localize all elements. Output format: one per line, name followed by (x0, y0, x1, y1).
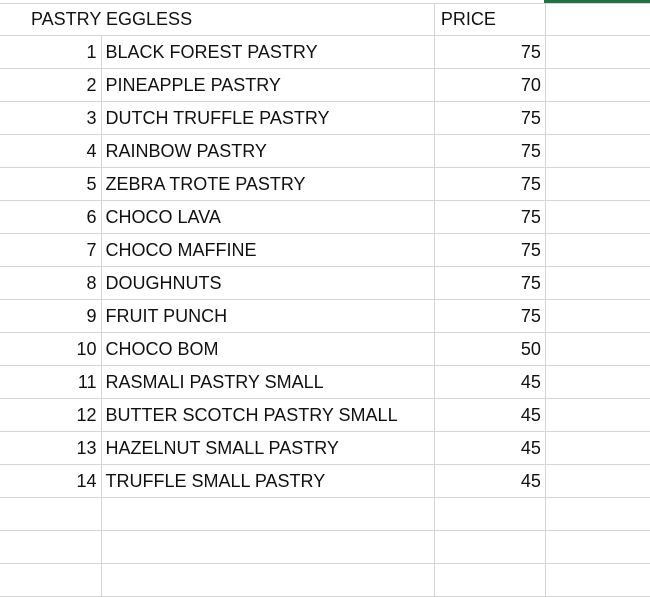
row-number-cell[interactable]: 13 (0, 431, 102, 465)
empty-cell[interactable] (434, 497, 546, 531)
table-row: 4 RAINBOW PASTRY 75 (0, 134, 650, 168)
empty-cell[interactable] (545, 35, 650, 69)
item-name-cell[interactable]: FRUIT PUNCH (101, 299, 435, 333)
row-number-cell[interactable]: 3 (0, 101, 102, 135)
price-cell[interactable]: 75 (434, 233, 546, 267)
empty-cell[interactable] (545, 3, 650, 36)
table-row: 7 CHOCO MAFFINE 75 (0, 233, 650, 267)
price-cell[interactable]: 75 (434, 134, 546, 168)
empty-cell[interactable] (545, 398, 650, 432)
empty-cell[interactable] (0, 563, 102, 597)
price-cell[interactable]: 75 (434, 101, 546, 135)
row-number-cell[interactable]: 5 (0, 167, 102, 201)
empty-cell[interactable] (545, 431, 650, 465)
row-number-cell[interactable]: 10 (0, 332, 102, 366)
empty-cell[interactable] (545, 563, 650, 597)
row-number-cell[interactable]: 8 (0, 266, 102, 300)
item-name-cell[interactable]: RAINBOW PASTRY (101, 134, 435, 168)
row-number-cell[interactable]: 9 (0, 299, 102, 333)
row-number-cell[interactable]: 4 (0, 134, 102, 168)
row-number-cell[interactable]: 12 (0, 398, 102, 432)
price-cell[interactable]: 75 (434, 299, 546, 333)
price-cell[interactable]: 45 (434, 398, 546, 432)
empty-cell[interactable] (0, 530, 102, 564)
empty-cell[interactable] (101, 497, 435, 531)
table-row: 14 TRUFFLE SMALL PASTRY 45 (0, 464, 650, 498)
table-row: 11 RASMALI PASTRY SMALL 45 (0, 365, 650, 399)
empty-row (0, 563, 650, 597)
empty-cell[interactable] (545, 464, 650, 498)
empty-cell[interactable] (545, 365, 650, 399)
table-row: 5 ZEBRA TROTE PASTRY 75 (0, 167, 650, 201)
empty-cell[interactable] (545, 134, 650, 168)
price-cell[interactable]: 45 (434, 464, 546, 498)
item-name-cell[interactable]: BUTTER SCOTCH PASTRY SMALL (101, 398, 435, 432)
table-row: 9 FRUIT PUNCH 75 (0, 299, 650, 333)
empty-cell[interactable] (545, 332, 650, 366)
empty-cell[interactable] (101, 530, 435, 564)
item-name-cell[interactable]: CHOCO MAFFINE (101, 233, 435, 267)
empty-cell[interactable] (545, 200, 650, 234)
table-row: 1 BLACK FOREST PASTRY 75 (0, 35, 650, 69)
table-row: 10 CHOCO BOM 50 (0, 332, 650, 366)
empty-cell[interactable] (545, 101, 650, 135)
empty-cell[interactable] (545, 167, 650, 201)
row-number-cell[interactable]: 2 (0, 68, 102, 102)
price-cell[interactable]: 45 (434, 431, 546, 465)
header-title-cell[interactable]: PASTRY EGGLESS (0, 3, 435, 36)
row-number-cell[interactable]: 7 (0, 233, 102, 267)
empty-cell[interactable] (545, 68, 650, 102)
price-cell[interactable]: 75 (434, 35, 546, 69)
table-row: 12 BUTTER SCOTCH PASTRY SMALL 45 (0, 398, 650, 432)
table-row: 8 DOUGHNUTS 75 (0, 266, 650, 300)
pastry-price-table: PASTRY EGGLESS PRICE 1 BLACK FOREST PASTR… (0, 3, 650, 597)
item-name-cell[interactable]: CHOCO BOM (101, 332, 435, 366)
empty-row (0, 497, 650, 531)
item-name-cell[interactable]: HAZELNUT SMALL PASTRY (101, 431, 435, 465)
header-price-cell[interactable]: PRICE (434, 3, 546, 36)
table-row: 2 PINEAPPLE PASTRY 70 (0, 68, 650, 102)
header-row: PASTRY EGGLESS PRICE (0, 3, 650, 36)
price-cell[interactable]: 70 (434, 68, 546, 102)
item-name-cell[interactable]: DUTCH TRUFFLE PASTRY (101, 101, 435, 135)
empty-cell[interactable] (545, 266, 650, 300)
item-name-cell[interactable]: CHOCO LAVA (101, 200, 435, 234)
price-cell[interactable]: 75 (434, 200, 546, 234)
table-row: 6 CHOCO LAVA 75 (0, 200, 650, 234)
empty-cell[interactable] (545, 497, 650, 531)
item-name-cell[interactable]: DOUGHNUTS (101, 266, 435, 300)
row-number-cell[interactable]: 1 (0, 35, 102, 69)
price-cell[interactable]: 50 (434, 332, 546, 366)
empty-cell[interactable] (545, 530, 650, 564)
item-name-cell[interactable]: TRUFFLE SMALL PASTRY (101, 464, 435, 498)
selected-cell-indicator (544, 0, 650, 3)
row-number-cell[interactable]: 11 (0, 365, 102, 399)
empty-cell[interactable] (545, 233, 650, 267)
empty-cell[interactable] (545, 299, 650, 333)
item-name-cell[interactable]: ZEBRA TROTE PASTRY (101, 167, 435, 201)
price-cell[interactable]: 75 (434, 167, 546, 201)
row-number-cell[interactable]: 6 (0, 200, 102, 234)
empty-cell[interactable] (434, 563, 546, 597)
item-name-cell[interactable]: PINEAPPLE PASTRY (101, 68, 435, 102)
empty-row (0, 530, 650, 564)
empty-cell[interactable] (101, 563, 435, 597)
empty-cell[interactable] (0, 497, 102, 531)
item-name-cell[interactable]: BLACK FOREST PASTRY (101, 35, 435, 69)
price-cell[interactable]: 75 (434, 266, 546, 300)
empty-cell[interactable] (434, 530, 546, 564)
row-number-cell[interactable]: 14 (0, 464, 102, 498)
table-row: 3 DUTCH TRUFFLE PASTRY 75 (0, 101, 650, 135)
table-row: 13 HAZELNUT SMALL PASTRY 45 (0, 431, 650, 465)
price-cell[interactable]: 45 (434, 365, 546, 399)
item-name-cell[interactable]: RASMALI PASTRY SMALL (101, 365, 435, 399)
